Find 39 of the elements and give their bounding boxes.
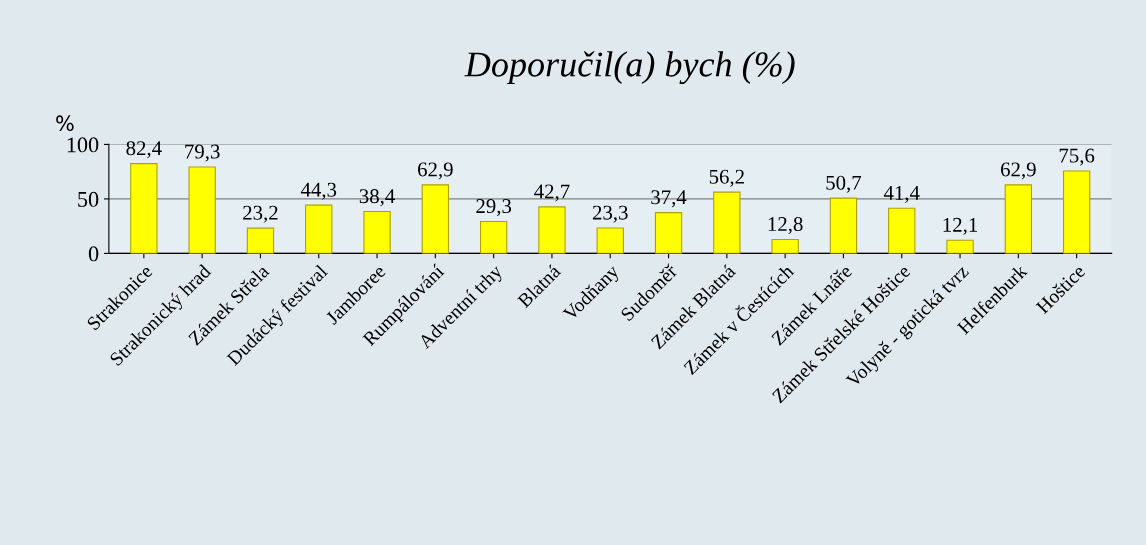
bar: [1004, 184, 1033, 254]
y-axis-title: %: [56, 115, 74, 132]
data-label: 12,1: [943, 217, 978, 235]
data-label: 62,9: [418, 162, 453, 180]
data-label: 42,7: [534, 184, 570, 202]
data-label: 56,2: [709, 169, 744, 187]
bar: [130, 163, 158, 254]
data-label: 41,4: [883, 185, 920, 203]
data-label: 23,2: [243, 205, 278, 223]
bar: [1062, 170, 1091, 254]
bar: [363, 211, 391, 254]
bar: [421, 184, 450, 254]
data-label: 23,3: [592, 205, 628, 223]
bar: [305, 204, 333, 254]
bar: [829, 197, 858, 254]
bar: [713, 191, 741, 254]
bar: [888, 207, 916, 254]
data-label: 75,6: [1059, 148, 1095, 166]
bar: [538, 206, 566, 254]
data-label: 12,8: [768, 217, 803, 235]
bar: [479, 220, 508, 254]
bar: [771, 238, 799, 254]
data-label: 29,3: [476, 199, 512, 217]
bar: [188, 166, 216, 254]
bar: [946, 239, 974, 254]
y-tick-label: 100: [67, 137, 99, 153]
data-label: 62,9: [1001, 162, 1036, 180]
data-label: 79,3: [185, 144, 220, 162]
chart-title: Doporučil(a) bych (%): [464, 51, 795, 85]
y-tick-label: 0: [88, 246, 99, 262]
bar: [654, 212, 683, 254]
y-tick-label: 50: [78, 191, 99, 207]
data-label: 38,4: [359, 189, 395, 207]
data-label: 82,4: [126, 141, 162, 159]
data-label: 37,4: [651, 190, 687, 208]
bar: [596, 227, 624, 254]
data-label: 44,3: [300, 182, 337, 200]
bar: [246, 227, 275, 254]
data-label: 50,7: [826, 175, 862, 193]
